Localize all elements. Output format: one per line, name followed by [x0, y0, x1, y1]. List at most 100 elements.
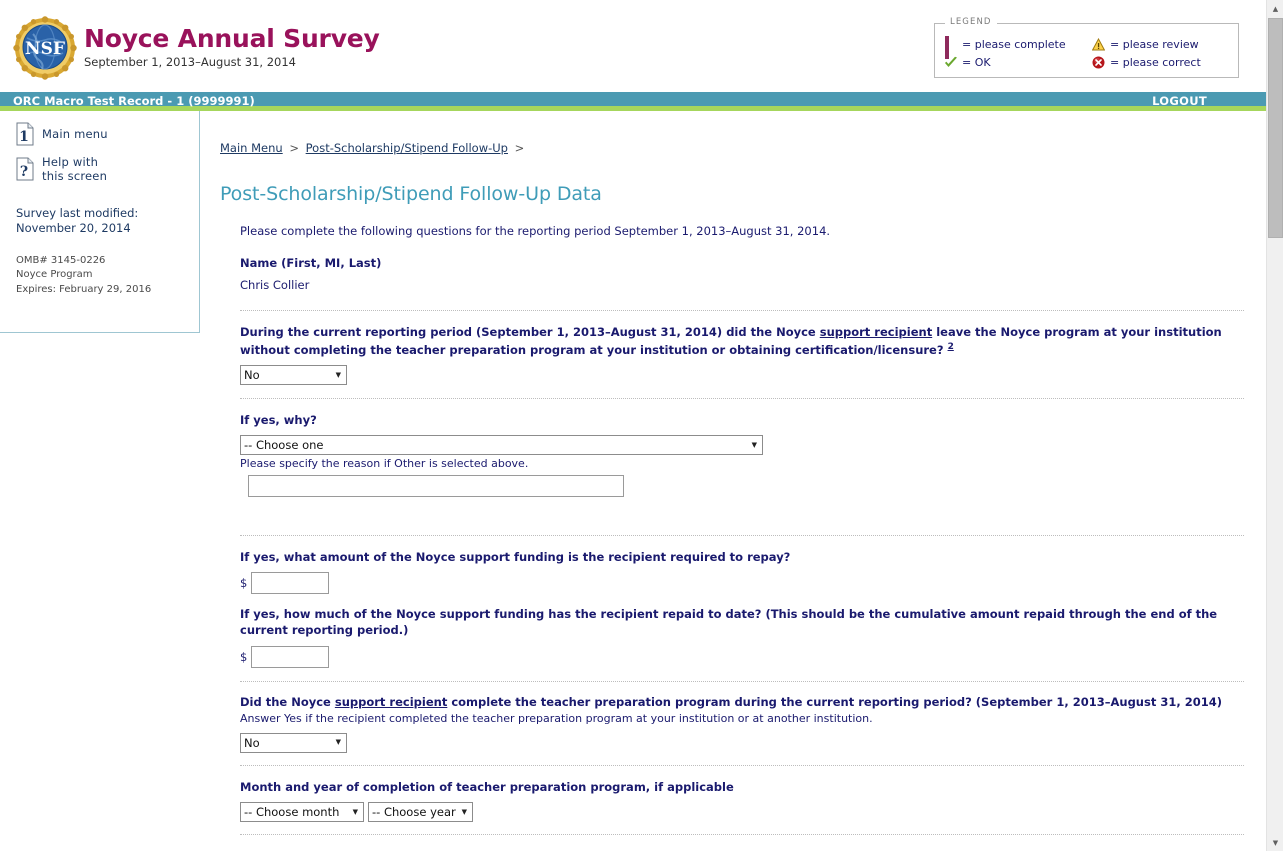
empty-square-icon: [944, 35, 957, 59]
svg-text:NSF: NSF: [25, 39, 65, 59]
name-label: Name (First, MI, Last): [240, 256, 382, 270]
scroll-down-arrow-icon[interactable]: ▼: [1272, 838, 1279, 847]
page-header: NSF Noyce Annual Survey September 1, 201…: [0, 0, 1266, 92]
breadcrumb-separator: >: [289, 141, 299, 155]
sidebar-item-label: Main menu: [42, 126, 108, 141]
page-title: Post-Scholarship/Stipend Follow-Up Data: [220, 183, 602, 205]
q2-label: If yes, why?: [240, 413, 317, 428]
support-recipient-link[interactable]: support recipient: [819, 324, 933, 339]
q5-text-part2: complete the teacher preparation program…: [447, 694, 1222, 709]
sidebar-item-help[interactable]: ? Help with this screen: [0, 155, 199, 184]
scroll-up-arrow-icon[interactable]: ▲: [1272, 4, 1279, 13]
legend-label: = please complete: [962, 37, 1066, 51]
survey-form: Please complete the following questions …: [200, 224, 1266, 851]
divider: [240, 309, 1244, 311]
divider: [240, 764, 1244, 766]
q1-text-part2: leave the Noyce program at your institut…: [240, 324, 1222, 357]
status-bar: ORC Macro Test Record - 1 (9999991) LOGO…: [0, 92, 1266, 111]
omb-expires: Expires: February 29, 2016: [16, 283, 152, 295]
q3-label: If yes, what amount of the Noyce support…: [240, 550, 791, 565]
q6-month-select[interactable]: -- Choose month: [240, 802, 364, 823]
app-subtitle: September 1, 2013–August 31, 2014: [84, 55, 296, 70]
logout-button[interactable]: LOGOUT: [1152, 94, 1207, 108]
question-cumulative-gpa: Cumulative GPA at completion of teacher …: [240, 835, 1244, 851]
support-recipient-link[interactable]: support recipient: [334, 694, 448, 709]
legend-item-please-complete: = please complete: [944, 35, 1092, 59]
breadcrumb-separator: >: [514, 141, 525, 155]
q3-amount-input[interactable]: [251, 572, 330, 595]
q6-month-wrap: -- Choose month: [240, 801, 364, 823]
legend-box: LEGEND = please complete: [934, 17, 1239, 78]
q6-year-select[interactable]: -- Choose year: [368, 802, 473, 823]
legend-caption: LEGEND: [945, 17, 997, 27]
breadcrumb-link-main-menu[interactable]: Main Menu: [220, 141, 283, 155]
question-repaid-to-date: If yes, how much of the Noyce support fu…: [240, 594, 1244, 681]
q4-label: If yes, how much of the Noyce support fu…: [240, 607, 1218, 637]
breadcrumb-link-follow-up[interactable]: Post-Scholarship/Stipend Follow-Up: [305, 141, 508, 155]
sidebar: 1 Main menu ? Help with this screen S: [0, 111, 200, 333]
sidebar-meta: Survey last modified: November 20, 2014 …: [0, 206, 199, 298]
q1-select-wrap: No: [240, 364, 347, 386]
q2-select-wrap: -- Choose one: [240, 434, 763, 456]
question-repay-amount: If yes, what amount of the Noyce support…: [240, 536, 1244, 595]
record-label: ORC Macro Test Record - 1 (9999991): [13, 94, 255, 108]
question-reason: If yes, why? -- Choose one Please specif…: [240, 399, 1244, 535]
q2-specify-input[interactable]: [248, 475, 624, 498]
q5-yesno-select[interactable]: No: [240, 732, 347, 753]
last-modified-label: Survey last modified:: [16, 205, 139, 220]
last-modified-date: November 20, 2014: [16, 221, 131, 236]
q4-currency-symbol: $: [240, 649, 248, 664]
q7-text: at completion of teacher preparation pro…: [343, 849, 689, 851]
legend-label: = OK: [962, 55, 991, 69]
form-intro: Please complete the following questions …: [240, 224, 831, 238]
main-content: Main Menu > Post-Scholarship/Stipend Fol…: [200, 111, 1266, 851]
footnote-link[interactable]: 2: [947, 341, 954, 352]
q2-specify-label: Please specify the reason if Other is se…: [240, 457, 529, 471]
sidebar-item-main-menu[interactable]: 1 Main menu: [0, 122, 199, 146]
help-page-icon: ?: [16, 157, 34, 181]
footnote-marker: 2: [948, 342, 954, 352]
divider: [240, 680, 1244, 682]
omb-number: OMB# 3145-0226: [16, 254, 106, 266]
cumulative-gpa-link[interactable]: Cumulative GPA: [240, 849, 343, 851]
q5-text-part1: Did the Noyce: [240, 694, 335, 709]
omb-block: OMB# 3145-0226 Noyce Program Expires: Fe…: [16, 254, 199, 298]
divider: [240, 398, 1244, 400]
divider: [240, 535, 1244, 537]
legend-label: = please review: [1110, 37, 1199, 51]
nsf-logo-icon: NSF: [13, 16, 77, 80]
breadcrumb: Main Menu > Post-Scholarship/Stipend Fol…: [200, 141, 1266, 155]
q5-label: Did the Noyce support recipient complete…: [240, 695, 1244, 711]
question-left-program: During the current reporting period (Sep…: [240, 311, 1244, 399]
main-menu-page-icon: 1: [16, 122, 34, 146]
q1-text-part1: During the current reporting period (Sep…: [240, 324, 820, 339]
q2-reason-select[interactable]: -- Choose one: [240, 435, 763, 456]
legend-item-please-correct: = please correct: [1092, 56, 1236, 69]
sidebar-item-label: Help with this screen: [42, 155, 108, 184]
survey-last-modified: Survey last modified: November 20, 2014: [16, 206, 199, 237]
legend-label: = please correct: [1110, 55, 1201, 69]
svg-text:1: 1: [19, 129, 29, 145]
question-completion-date: Month and year of completion of teacher …: [240, 766, 1244, 835]
app-title: Noyce Annual Survey: [84, 24, 380, 53]
q4-amount-input[interactable]: [251, 645, 330, 668]
q1-yesno-select[interactable]: No: [240, 365, 347, 386]
question-completed-program: Did the Noyce support recipient complete…: [240, 682, 1244, 765]
scrollbar-thumb[interactable]: [1268, 18, 1283, 238]
question-name: Name (First, MI, Last) Chris Collier: [240, 256, 1244, 310]
name-value: Chris Collier: [240, 277, 310, 292]
legend-item-ok: = OK: [944, 56, 1092, 69]
q5-select-wrap: No: [240, 732, 347, 753]
vertical-scrollbar[interactable]: ▲ ▼: [1266, 0, 1283, 851]
program-name: Noyce Program: [16, 269, 93, 281]
red-error-icon: [1092, 56, 1105, 69]
q5-note: Answer Yes if the recipient completed th…: [240, 711, 873, 725]
q6-year-wrap: -- Choose year: [368, 801, 473, 823]
legend-item-please-review: = please review: [1092, 37, 1236, 51]
warning-triangle-icon: [1092, 37, 1105, 51]
green-check-icon: [944, 56, 957, 69]
svg-text:?: ?: [20, 164, 28, 180]
q1-label: During the current reporting period (Sep…: [240, 325, 1244, 359]
q3-currency-symbol: $: [240, 576, 248, 591]
